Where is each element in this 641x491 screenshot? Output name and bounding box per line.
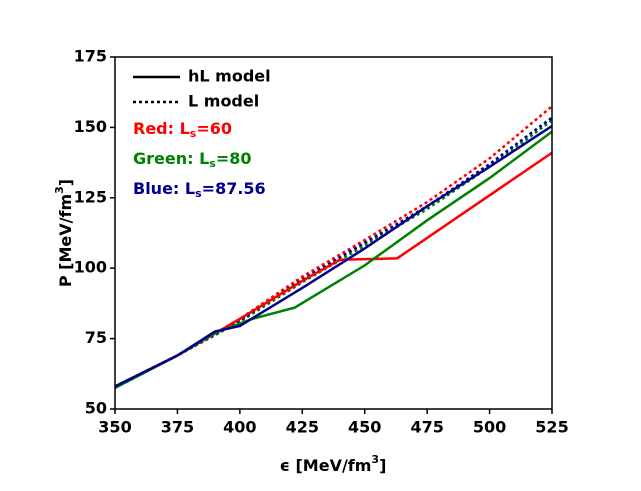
data-line — [114, 124, 553, 388]
annotation: Blue: Ls=87.56 — [133, 179, 266, 201]
y-axis-label: P [MeV/fm3] — [53, 179, 75, 287]
annotation: Red: Ls=60 — [133, 119, 232, 141]
x-tick-label: 425 — [286, 418, 319, 437]
legend-label: L model — [188, 92, 259, 111]
plot-frame — [114, 56, 553, 410]
y-tick-label: 50 — [85, 399, 107, 418]
x-tick-label: 450 — [348, 418, 381, 437]
annotation: Green: Ls=80 — [133, 149, 252, 171]
y-tick-label: 125 — [74, 187, 107, 206]
y-tick-label: 150 — [74, 117, 107, 136]
x-tick-label: 350 — [98, 418, 131, 437]
x-tick-label: 400 — [223, 418, 256, 437]
legend-label: hL model — [188, 67, 271, 86]
x-tick-label: 475 — [410, 418, 443, 437]
data-line — [114, 116, 553, 388]
y-tick-label: 175 — [74, 47, 107, 66]
x-axis-label: ϵ [MeV/fm3] — [280, 453, 387, 475]
data-line — [114, 105, 553, 388]
y-tick-label: 75 — [85, 328, 107, 347]
x-tick-label: 375 — [161, 418, 194, 437]
y-tick-label: 100 — [74, 258, 107, 277]
x-tick-label: 500 — [473, 418, 506, 437]
x-tick-label: 525 — [535, 418, 568, 437]
